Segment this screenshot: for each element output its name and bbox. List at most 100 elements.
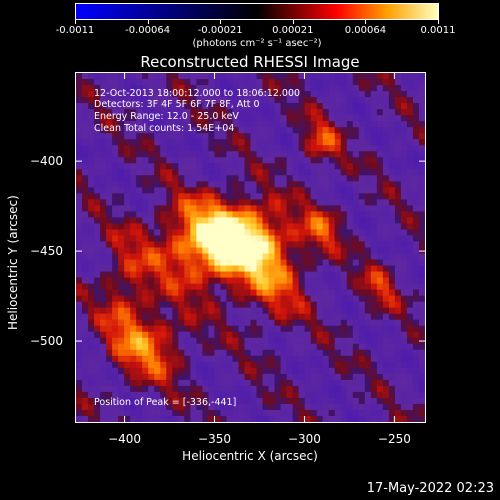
- heatmap-cell: [418, 349, 425, 357]
- heatmap-cell: [184, 127, 191, 134]
- heatmap-cell: [382, 265, 390, 272]
- heatmap-cell: [382, 391, 390, 399]
- heatmap-cell: [298, 379, 306, 387]
- heatmap-cell: [184, 253, 191, 260]
- heatmap-cell: [256, 175, 263, 182]
- heatmap-cell: [364, 349, 372, 357]
- heatmap-cell: [346, 319, 354, 327]
- heatmap-cell: [364, 73, 372, 80]
- heatmap-cell: [160, 265, 167, 272]
- heatmap-cell: [256, 361, 263, 369]
- heatmap-cell: [82, 73, 89, 80]
- heatmap-cell: [142, 79, 149, 86]
- heatmap-cell: [304, 277, 312, 285]
- heatmap-cell: [184, 355, 191, 363]
- heatmap-cell: [262, 331, 269, 339]
- heatmap-cell: [418, 97, 425, 104]
- heatmap-cell: [232, 157, 239, 164]
- heatmap-cell: [118, 409, 125, 417]
- heatmap-cell: [292, 247, 300, 254]
- heatmap-cell: [94, 403, 101, 411]
- heatmap-cell: [322, 205, 330, 212]
- heatmap-cell: [88, 241, 95, 248]
- heatmap-cell: [136, 295, 143, 303]
- heatmap-cell: [340, 157, 348, 164]
- heatmap-cell: [184, 217, 191, 224]
- heatmap-cell: [376, 247, 384, 254]
- heatmap-cell: [220, 229, 227, 236]
- heatmap-cell: [142, 157, 149, 164]
- heatmap-cell: [328, 181, 336, 188]
- heatmap-cell: [400, 391, 408, 399]
- heatmap-cell: [268, 337, 275, 345]
- heatmap-cell: [358, 319, 366, 327]
- heatmap-cell: [220, 121, 227, 128]
- heatmap-cell: [304, 361, 312, 369]
- heatmap-cell: [250, 181, 257, 188]
- heatmap-cell: [244, 313, 251, 321]
- heatmap-cell: [238, 283, 245, 291]
- heatmap-cell: [250, 229, 257, 236]
- heatmap-cell: [208, 253, 215, 260]
- heatmap-cell: [202, 373, 209, 381]
- heatmap-cell: [106, 325, 113, 333]
- heatmap-cell: [76, 307, 83, 315]
- heatmap-cell: [130, 151, 137, 158]
- heatmap-cell: [310, 367, 318, 375]
- heatmap-cell: [184, 85, 191, 92]
- heatmap-cell: [118, 127, 125, 134]
- heatmap-cell: [106, 307, 113, 315]
- heatmap-cell: [166, 361, 173, 369]
- heatmap-cell: [226, 145, 233, 152]
- heatmap-cell: [286, 313, 294, 321]
- heatmap-cell: [238, 415, 245, 422]
- x-axis-label: Heliocentric X (arcsec): [182, 449, 318, 463]
- heatmap-cell: [154, 229, 161, 236]
- heatmap-cell: [340, 367, 348, 375]
- heatmap-cell: [202, 103, 209, 110]
- heatmap-cell: [202, 349, 209, 357]
- heatmap-cell: [328, 355, 336, 363]
- heatmap-cell: [142, 229, 149, 236]
- heatmap-cell: [334, 121, 342, 128]
- heatmap-cell: [412, 355, 420, 363]
- heatmap-cell: [196, 391, 203, 399]
- heatmap-cell: [322, 151, 330, 158]
- heatmap-cell: [106, 193, 113, 200]
- heatmap-cell: [280, 223, 288, 230]
- heatmap-cell: [352, 283, 360, 291]
- heatmap-cell: [256, 97, 263, 104]
- heatmap-cell: [292, 385, 300, 393]
- heatmap-cell: [358, 415, 366, 422]
- heatmap-cell: [376, 373, 384, 381]
- heatmap-cell: [214, 391, 221, 399]
- heatmap-cell: [202, 379, 209, 387]
- heatmap-cell: [334, 349, 342, 357]
- heatmap-cell: [406, 337, 414, 345]
- heatmap-cell: [82, 301, 89, 309]
- heatmap-cell: [376, 337, 384, 345]
- heatmap-cell: [142, 361, 149, 369]
- heatmap-cell: [298, 151, 306, 158]
- heatmap-cell: [214, 415, 221, 422]
- heatmap-cell: [226, 163, 233, 170]
- heatmap-cell: [244, 85, 251, 92]
- heatmap-cell: [238, 163, 245, 170]
- heatmap-cell: [316, 283, 324, 291]
- heatmap-cell: [130, 253, 137, 260]
- heatmap-cell: [364, 277, 372, 285]
- heatmap-cell: [322, 373, 330, 381]
- heatmap-cell: [142, 211, 149, 218]
- heatmap-cell: [418, 253, 425, 260]
- heatmap-cell: [304, 313, 312, 321]
- heatmap-cell: [100, 217, 107, 224]
- heatmap-cell: [316, 163, 324, 170]
- heatmap-cell: [400, 211, 408, 218]
- heatmap-cell: [142, 133, 149, 140]
- heatmap-cell: [130, 409, 137, 417]
- heatmap-cell: [88, 73, 95, 80]
- heatmap-cell: [166, 229, 173, 236]
- heatmap-cell: [112, 151, 119, 158]
- heatmap-cell: [172, 97, 179, 104]
- heatmap-cell: [400, 169, 408, 176]
